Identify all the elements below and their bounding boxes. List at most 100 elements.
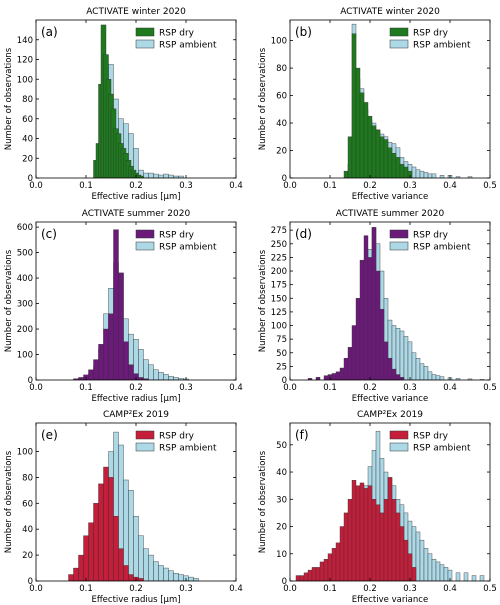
x-axis-label: Effective radius [μm]: [91, 595, 180, 605]
bar-dry: [83, 535, 89, 581]
y-tick-label: 60: [22, 115, 33, 125]
bar-dry: [403, 166, 409, 178]
bar-dry: [335, 542, 341, 581]
x-tick-label: 0.5: [483, 584, 497, 594]
y-tick-label: 75: [276, 335, 287, 345]
y-tick-label: 0: [282, 174, 287, 184]
x-tick-label: 0.3: [403, 181, 417, 191]
bar-dry: [88, 522, 94, 581]
legend-swatch: [389, 27, 409, 37]
x-tick-label: 0.2: [129, 383, 143, 393]
legend-swatch: [135, 39, 155, 49]
bar-dry: [339, 367, 345, 380]
bar-dry: [371, 227, 377, 380]
chart-title: ACTIVATE summer 2020: [336, 209, 445, 219]
bar-dry: [78, 554, 84, 581]
panel-letter: (a): [41, 25, 58, 39]
y-tick-label: 80: [22, 473, 33, 483]
legend-swatch: [389, 241, 409, 251]
x-tick-label: 0.5: [483, 383, 497, 393]
x-tick-label: 0.1: [79, 383, 93, 393]
bar-dry: [391, 153, 397, 178]
x-tick-label: 0.1: [323, 383, 337, 393]
x-tick-label: 0.2: [363, 383, 377, 393]
bar-dry: [359, 92, 365, 178]
panel-letter: (f): [295, 428, 309, 442]
bar-dry: [379, 136, 385, 178]
legend-label: RSP ambient: [159, 41, 217, 51]
bar-dry: [68, 574, 74, 581]
legend-label: RSP dry: [413, 231, 449, 241]
bar-ambient: [148, 172, 154, 178]
bar-dry: [347, 136, 353, 178]
plot-frame: [289, 422, 491, 582]
bar-dry: [88, 369, 94, 380]
bar-ambient: [443, 567, 449, 581]
bar-dry: [355, 485, 361, 581]
x-tick-label: 0.0: [283, 584, 297, 594]
bars: [295, 430, 485, 581]
bar-ambient: [419, 363, 425, 380]
bar-dry: [299, 575, 305, 581]
y-tick-label: 80: [276, 64, 287, 74]
legend-swatch: [389, 39, 409, 49]
bar-dry: [371, 499, 377, 581]
bar-ambient: [463, 572, 469, 581]
bar-dry: [319, 561, 325, 581]
bar-ambient: [419, 539, 425, 581]
y-tick-label: 100: [271, 37, 287, 47]
y-tick-label: 120: [17, 56, 33, 66]
y-tick-label: 100: [17, 75, 33, 85]
chart-title: ACTIVATE winter 2020: [86, 7, 186, 17]
x-axis-label: Effective radius [μm]: [91, 394, 180, 404]
y-tick-label: 80: [22, 95, 33, 105]
bar-dry: [375, 270, 381, 380]
x-tick-label: 0.0: [29, 584, 43, 594]
x-tick-label: 0.0: [29, 181, 43, 191]
legend-swatch: [135, 27, 155, 37]
bar-ambient: [158, 174, 164, 178]
bar-ambient: [133, 516, 139, 581]
bar-dry: [303, 572, 309, 581]
y-axis-label: Number of observations: [4, 450, 14, 553]
bar-ambient: [411, 166, 417, 178]
bar-dry: [311, 567, 317, 581]
bar-dry: [323, 375, 329, 380]
bar-ambient: [153, 369, 159, 380]
bar-dry: [395, 157, 401, 178]
legend-swatch: [135, 430, 155, 440]
bar-dry: [387, 358, 393, 380]
bar-dry: [335, 371, 341, 380]
bar-dry: [391, 368, 397, 380]
y-tick-label: 500: [17, 249, 33, 259]
bar-ambient: [168, 174, 174, 178]
y-axis-label: Number of observations: [4, 249, 14, 352]
bar-ambient: [423, 548, 429, 581]
bar-dry: [399, 526, 405, 581]
x-tick-label: 0.3: [179, 181, 193, 191]
bar-ambient: [133, 148, 139, 178]
y-axis-label: Number of observations: [258, 450, 268, 553]
y-tick-label: 125: [271, 308, 287, 318]
bar-ambient: [163, 374, 169, 380]
panel-3: ACTIVATE summer 2020 0.0 0.1 0.2 0.3 0.4 0 100 2…: [4, 209, 243, 404]
bar-ambient: [143, 359, 149, 380]
bar-dry: [93, 503, 99, 581]
bar-ambient: [455, 176, 461, 178]
bar-ambient: [439, 175, 445, 178]
bar-ambient: [423, 366, 429, 380]
y-tick-label: 0: [282, 577, 287, 587]
y-tick-label: 40: [276, 468, 287, 478]
y-tick-label: 100: [17, 351, 33, 361]
bar-dry: [351, 480, 357, 581]
chart-title: CAMP²Ex 2019: [103, 410, 169, 420]
bar-dry: [331, 548, 337, 581]
x-axis-label: Effective variance: [352, 192, 428, 202]
y-tick-label: 200: [17, 325, 33, 335]
legend-label: RSP ambient: [413, 444, 471, 454]
bar-dry: [371, 125, 377, 178]
y-tick-label: 140: [17, 36, 33, 46]
y-tick-label: 40: [22, 135, 33, 145]
y-tick-label: 0: [28, 174, 33, 184]
bar-dry: [355, 67, 361, 178]
